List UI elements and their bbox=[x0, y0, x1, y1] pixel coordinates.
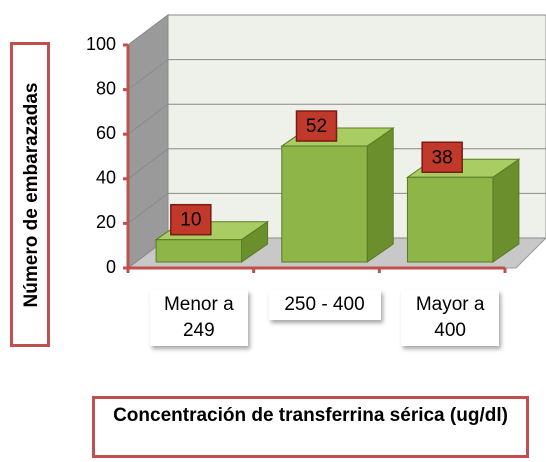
y-tick-label: 20 bbox=[96, 212, 116, 232]
x-tick-label: Menor a 249 bbox=[149, 290, 248, 346]
grid-line bbox=[127, 14, 546, 46]
bar-front bbox=[155, 239, 243, 263]
y-axis-title: Número de embarazadas bbox=[21, 83, 42, 308]
data-label-box bbox=[295, 110, 338, 142]
y-tick-label: 100 bbox=[86, 34, 116, 54]
y-tick-label: 40 bbox=[96, 168, 116, 188]
data-label-box bbox=[170, 203, 212, 236]
y-tick-label: 60 bbox=[96, 123, 116, 143]
bar-front bbox=[281, 145, 368, 263]
grid-line bbox=[127, 148, 546, 180]
y-title-box bbox=[10, 42, 50, 347]
y-tick-label: 80 bbox=[96, 78, 116, 98]
bar-side bbox=[366, 127, 394, 263]
data-label: 10 bbox=[180, 210, 201, 231]
data-label: 38 bbox=[432, 147, 453, 168]
bar bbox=[280, 127, 395, 263]
x-tick-label: Mayor a 400 bbox=[401, 290, 500, 346]
x-axis-title: Concentración de transferrina sérica (ug… bbox=[92, 396, 529, 458]
bar bbox=[405, 158, 521, 263]
x-tick-label: 250 - 400 bbox=[268, 290, 381, 320]
data-label: 52 bbox=[306, 116, 327, 137]
grid-line bbox=[127, 59, 546, 90]
bar-front bbox=[406, 176, 494, 263]
side-wall bbox=[127, 14, 169, 269]
y-tick-label: 0 bbox=[106, 257, 116, 277]
grid-line bbox=[127, 103, 546, 135]
data-label-box bbox=[421, 141, 463, 174]
